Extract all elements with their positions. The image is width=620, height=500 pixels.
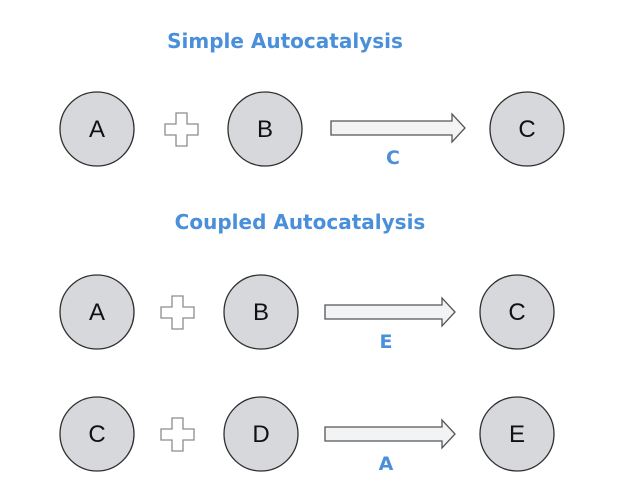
reactant-label: D bbox=[252, 421, 269, 448]
section-title-simple: Simple Autocatalysis bbox=[167, 29, 403, 53]
product-label: E bbox=[509, 421, 525, 448]
plus-icon bbox=[160, 417, 195, 452]
catalyst-label: E bbox=[380, 331, 393, 353]
reactant-label: B bbox=[253, 299, 269, 326]
product-node bbox=[479, 274, 555, 350]
reaction-row: C D A E bbox=[59, 396, 555, 475]
plus-icon bbox=[164, 112, 199, 147]
arrow-right-icon bbox=[324, 296, 456, 328]
product-node bbox=[489, 91, 565, 167]
catalyst-label: C bbox=[386, 147, 400, 169]
reactant-node bbox=[223, 274, 299, 350]
reactant-node bbox=[227, 91, 303, 167]
product-label: C bbox=[508, 299, 525, 326]
catalyst-label: A bbox=[379, 453, 394, 475]
reactant-node bbox=[59, 274, 135, 350]
product-node bbox=[479, 396, 555, 472]
product-label: C bbox=[518, 116, 535, 143]
arrow-right-icon bbox=[330, 112, 466, 144]
section-title-coupled: Coupled Autocatalysis bbox=[175, 210, 426, 234]
reactant-node bbox=[59, 396, 135, 472]
arrow-right-icon bbox=[324, 418, 456, 450]
reactant-label: B bbox=[257, 116, 273, 143]
reactant-label: A bbox=[89, 299, 105, 326]
reactant-label: A bbox=[89, 116, 105, 143]
reactant-node bbox=[59, 91, 135, 167]
reactant-node bbox=[223, 396, 299, 472]
reactant-label: C bbox=[88, 421, 105, 448]
plus-icon bbox=[160, 295, 195, 330]
reaction-row: A B C C bbox=[59, 91, 565, 169]
reaction-row: A B E C bbox=[59, 274, 555, 353]
